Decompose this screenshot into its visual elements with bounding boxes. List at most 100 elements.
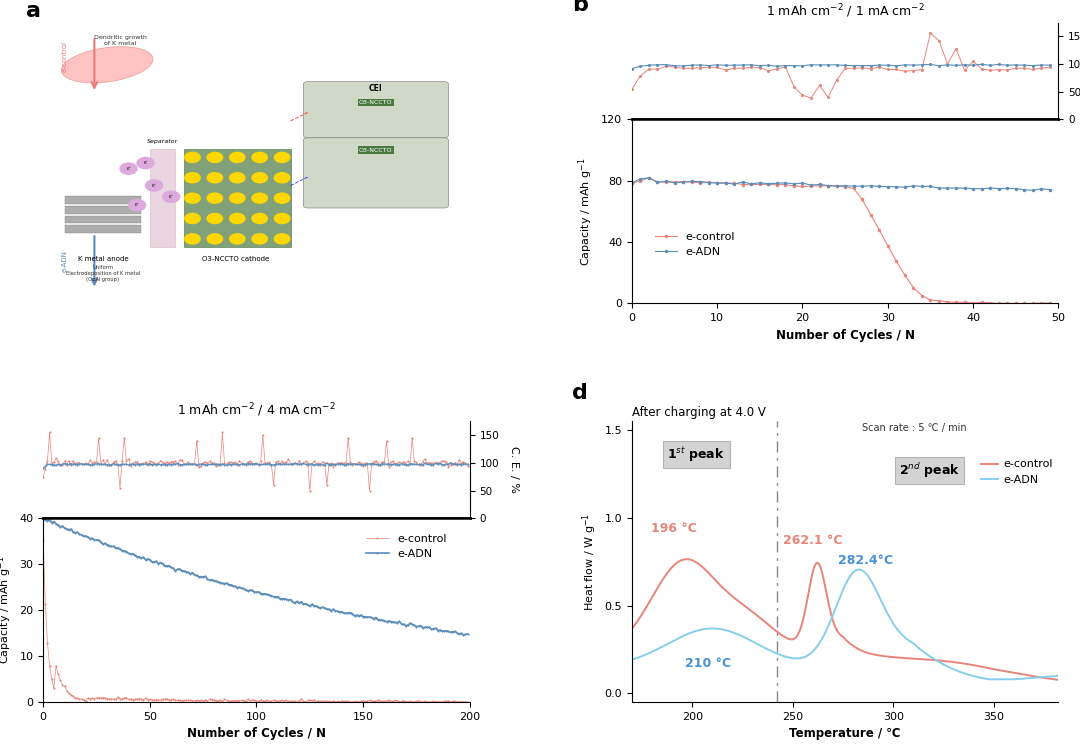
e-ADN <box>116 546 129 555</box>
Text: K⁺: K⁺ <box>126 167 131 171</box>
Legend: e-control, e-ADN: e-control, e-ADN <box>976 455 1057 489</box>
Text: a: a <box>26 1 41 21</box>
e-control <box>745 180 758 189</box>
e-ADN <box>63 525 76 535</box>
Circle shape <box>137 158 154 168</box>
Circle shape <box>230 153 245 162</box>
Bar <box>65 215 141 223</box>
Text: Uniform
Electrodeposition of K metal
(C≡N group): Uniform Electrodeposition of K metal (C≡… <box>66 265 140 282</box>
e-ADN <box>805 180 818 190</box>
Text: Separator: Separator <box>147 140 178 144</box>
e-control <box>796 182 809 191</box>
e-control <box>702 177 715 186</box>
Y-axis label: C. E. / %: C. E. / % <box>509 446 518 493</box>
X-axis label: Number of Cycles / N: Number of Cycles / N <box>775 328 915 342</box>
Text: d: d <box>572 383 588 403</box>
Title: 1 mAh cm$^{-2}$ / 1 mA cm$^{-2}$: 1 mAh cm$^{-2}$ / 1 mA cm$^{-2}$ <box>766 2 924 20</box>
Text: K⁺: K⁺ <box>151 183 157 187</box>
e-control <box>651 177 664 186</box>
e-control <box>643 173 656 182</box>
e-control <box>770 180 783 190</box>
Circle shape <box>274 153 289 162</box>
e-control <box>924 296 937 305</box>
e-control <box>958 297 971 307</box>
e-ADN <box>719 178 732 187</box>
e-ADN <box>779 178 792 187</box>
Y-axis label: Capacity / mAh g$^{-1}$: Capacity / mAh g$^{-1}$ <box>577 157 595 266</box>
e-control <box>669 177 681 186</box>
e-ADN <box>669 178 681 187</box>
Text: 262.1 °C: 262.1 °C <box>783 535 842 547</box>
e-ADN <box>693 177 706 186</box>
e-control <box>634 177 647 186</box>
e-control <box>839 182 852 191</box>
Text: K⁺: K⁺ <box>144 161 148 165</box>
Bar <box>150 149 175 248</box>
e-ADN <box>702 178 715 187</box>
Text: K metal anode: K metal anode <box>78 256 129 262</box>
Bar <box>65 226 141 233</box>
FancyBboxPatch shape <box>303 137 448 208</box>
e-control <box>787 181 800 190</box>
Y-axis label: Heat flow / W g$^{-1}$: Heat flow / W g$^{-1}$ <box>580 513 599 611</box>
e-ADN <box>651 178 664 187</box>
e-ADN <box>855 182 868 191</box>
e-control <box>993 299 1005 308</box>
Circle shape <box>230 234 245 244</box>
Circle shape <box>252 234 268 244</box>
Circle shape <box>207 153 222 162</box>
e-control <box>1026 299 1039 308</box>
Text: O3-NCCTO: O3-NCCTO <box>360 100 393 105</box>
e-ADN <box>787 179 800 188</box>
Legend: e-control, e-ADN: e-control, e-ADN <box>362 529 451 564</box>
e-ADN <box>1043 185 1056 194</box>
Circle shape <box>252 214 268 223</box>
Text: 2$^{nd}$ peak: 2$^{nd}$ peak <box>900 461 960 480</box>
Circle shape <box>252 193 268 203</box>
e-ADN <box>975 184 988 193</box>
e-control <box>1001 299 1014 308</box>
e-ADN <box>1010 184 1023 193</box>
e-control <box>975 297 988 307</box>
e-control <box>881 241 894 250</box>
Circle shape <box>146 180 163 191</box>
e-control <box>916 291 929 300</box>
e-ADN <box>1017 185 1030 194</box>
Circle shape <box>185 234 200 244</box>
Line: e-control: e-control <box>42 539 469 703</box>
Text: 282.4°C: 282.4°C <box>838 553 893 566</box>
Text: 1$^{st}$ peak: 1$^{st}$ peak <box>667 445 725 464</box>
Text: O3-NCCTO: O3-NCCTO <box>360 148 393 153</box>
Text: b: b <box>572 0 588 15</box>
Text: e-control: e-control <box>62 41 68 72</box>
Text: After charging at 4.0 V: After charging at 4.0 V <box>632 405 766 419</box>
Bar <box>65 205 141 214</box>
e-control <box>813 181 826 190</box>
e-ADN <box>967 184 980 193</box>
Circle shape <box>274 173 289 183</box>
e-ADN <box>685 177 698 186</box>
e-ADN <box>54 522 67 532</box>
e-control <box>941 297 954 307</box>
e-control <box>932 296 945 305</box>
e-control <box>116 695 129 704</box>
e-ADN <box>440 627 453 636</box>
e-control <box>1010 299 1023 308</box>
Text: 210 °C: 210 °C <box>685 657 731 670</box>
e-ADN <box>847 182 860 191</box>
e-ADN <box>676 177 689 186</box>
Circle shape <box>185 214 200 223</box>
Text: 196 °C: 196 °C <box>651 522 697 535</box>
Circle shape <box>207 214 222 223</box>
Legend: e-control, e-ADN: e-control, e-ADN <box>650 227 740 262</box>
Circle shape <box>185 153 200 162</box>
e-ADN <box>899 183 912 192</box>
Circle shape <box>207 193 222 203</box>
Circle shape <box>252 173 268 183</box>
e-ADN <box>625 178 638 187</box>
e-control <box>660 177 673 186</box>
e-control <box>728 179 741 188</box>
e-control <box>949 297 962 307</box>
Circle shape <box>120 163 137 174</box>
Text: Dendritic growth
of K metal: Dendritic growth of K metal <box>94 35 147 46</box>
